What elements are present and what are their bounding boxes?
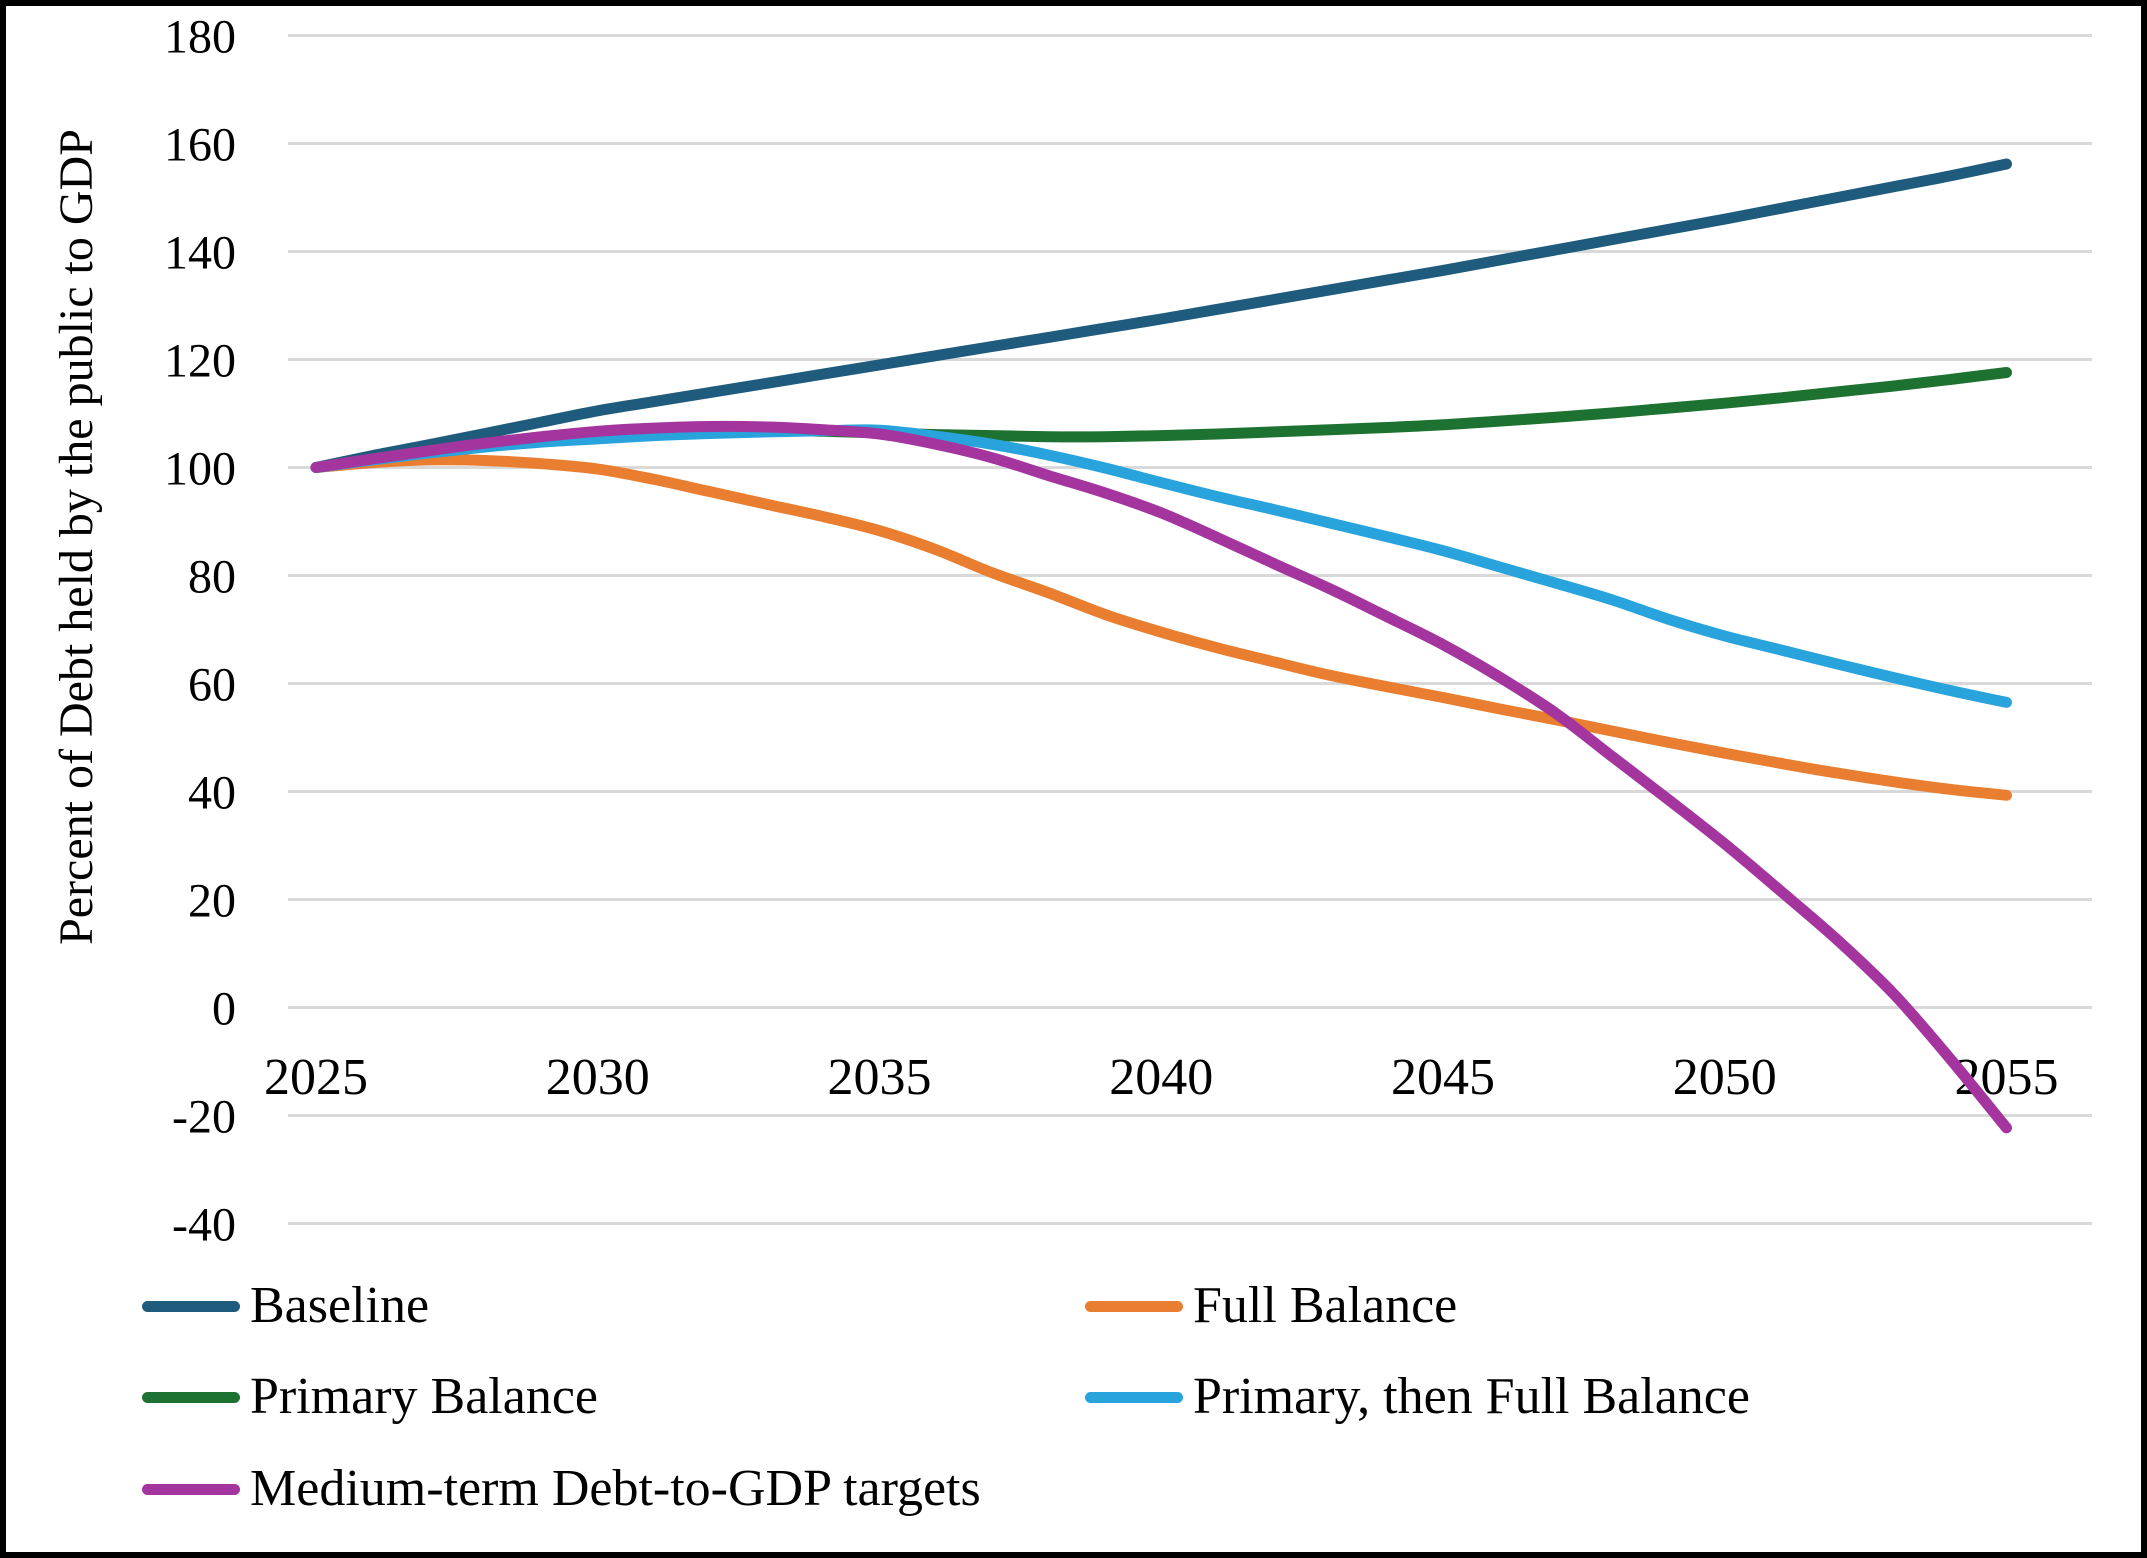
y-tick-label-120: 120 — [164, 335, 236, 388]
y-tick-label-140: 140 — [164, 227, 236, 280]
series-lines — [310, 158, 2012, 1134]
x-tick-label-2030: 2030 — [546, 1049, 650, 1106]
y-tick-label-100: 100 — [164, 443, 236, 496]
x-tick-label-2040: 2040 — [1109, 1049, 1213, 1106]
y-axis-tick-labels: 180 160 140 120 100 80 60 40 20 0 -20 -40 — [164, 11, 236, 1252]
y-tick-label-160: 160 — [164, 119, 236, 172]
y-tick-label--20: -20 — [172, 1091, 236, 1144]
y-tick-label-80: 80 — [188, 551, 236, 604]
y-tick-label-180: 180 — [164, 11, 236, 64]
x-tick-label-2050: 2050 — [1673, 1049, 1777, 1106]
series-line-medium-term-debt-to-gdp-targets — [310, 420, 2012, 1134]
series-line-primary-then-full-balance — [310, 424, 2012, 708]
x-tick-label-2025: 2025 — [264, 1049, 368, 1106]
gridlines — [288, 34, 2092, 1225]
y-tick-label--40: -40 — [172, 1199, 236, 1252]
x-tick-label-2045: 2045 — [1391, 1049, 1495, 1106]
y-tick-label-20: 20 — [188, 875, 236, 928]
y-axis-title: Percent of Debt held by the public to GD… — [50, 129, 103, 945]
series-line-baseline — [310, 158, 2012, 473]
x-tick-label-2035: 2035 — [828, 1049, 932, 1106]
y-tick-label-0: 0 — [212, 983, 236, 1036]
y-tick-label-60: 60 — [188, 659, 236, 712]
series-line-full-balance — [310, 454, 2012, 801]
x-axis-tick-labels: 2025 2030 2035 2040 2045 2050 2055 — [264, 1049, 2059, 1106]
y-tick-label-40: 40 — [188, 767, 236, 820]
